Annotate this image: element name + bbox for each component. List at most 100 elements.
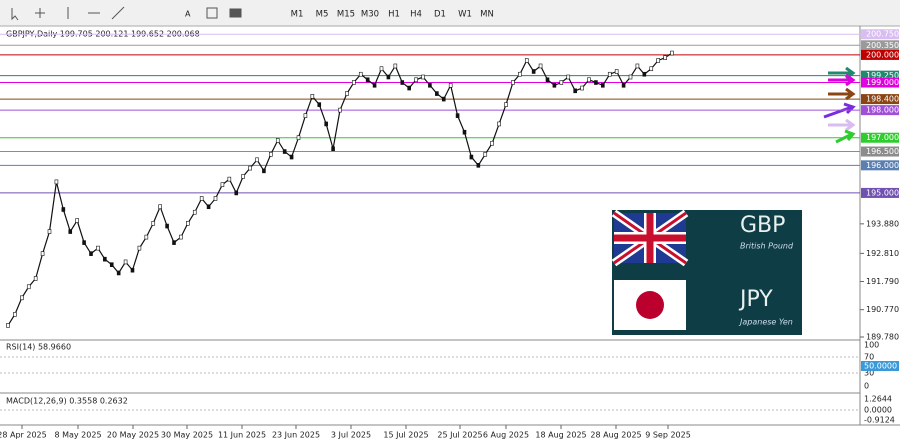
timeframe-button[interactable]: W1	[458, 10, 472, 20]
candle	[365, 77, 370, 83]
candle	[213, 196, 218, 201]
rsi-tick: 0	[864, 382, 869, 391]
candle	[670, 50, 674, 56]
candle	[524, 58, 529, 63]
candle	[20, 295, 24, 301]
candle	[587, 77, 591, 83]
candle	[13, 312, 17, 317]
rsi-tick: 100	[864, 341, 879, 350]
drawing-tools	[11, 6, 242, 21]
text-tool[interactable]: A	[185, 10, 191, 19]
candle	[504, 102, 508, 107]
candle	[552, 82, 557, 88]
candle	[206, 204, 211, 210]
candle	[566, 74, 571, 80]
label-tool[interactable]	[229, 8, 242, 18]
macd-label: MACD(12,26,9) 0.3558 0.2632	[6, 397, 128, 406]
level-tag	[861, 77, 899, 88]
candle	[123, 259, 128, 265]
candle	[26, 284, 31, 290]
rsi-tick: 70	[864, 353, 874, 362]
date-label: 3 Jul 2025	[331, 431, 371, 440]
timeframe-button[interactable]: H4	[410, 10, 422, 20]
candle	[642, 71, 647, 77]
date-label: 11 Jun 2025	[218, 431, 266, 440]
candle	[269, 151, 273, 157]
candle	[248, 165, 252, 171]
rsi-tag	[861, 361, 899, 371]
price-label: 191.790	[866, 277, 899, 286]
timeframe-button[interactable]: M5	[316, 10, 329, 20]
level-label: 200.750	[866, 30, 899, 39]
candle	[635, 63, 640, 69]
candle	[275, 138, 280, 143]
logo-base: GBP	[740, 213, 785, 238]
candle	[594, 80, 598, 85]
candle	[303, 113, 308, 118]
level-label: 199.000	[866, 78, 899, 87]
candle	[400, 80, 405, 85]
timeframe-button[interactable]: H1	[388, 10, 400, 20]
candle	[393, 63, 398, 69]
timeframe-button[interactable]: M1	[291, 10, 304, 20]
timeframe-button[interactable]: M30	[361, 10, 379, 20]
candle	[220, 182, 225, 187]
candle	[372, 82, 377, 88]
candle	[476, 163, 481, 168]
candle	[96, 245, 100, 251]
candle	[33, 276, 38, 281]
timeframe-button[interactable]: M15	[337, 10, 355, 20]
candle	[116, 270, 121, 276]
shape-tool[interactable]	[206, 7, 218, 19]
candle	[282, 149, 287, 154]
candle	[144, 234, 149, 240]
candle	[628, 74, 633, 80]
candle	[130, 267, 135, 273]
crosshair-tool[interactable]	[35, 8, 45, 18]
timeframe-button[interactable]: MN	[480, 10, 494, 20]
macd-tick: 0.0000	[864, 406, 892, 415]
candle	[54, 179, 59, 185]
price-label: 190.770	[866, 305, 899, 314]
arrow	[828, 73, 856, 87]
candle	[663, 55, 667, 60]
candle	[497, 121, 501, 127]
toolbar	[0, 0, 900, 26]
timeframe-button[interactable]: D1	[434, 10, 446, 20]
candle	[82, 240, 86, 245]
price-label: 193.880	[866, 219, 899, 228]
candle	[234, 190, 239, 196]
candle	[545, 77, 550, 83]
candle	[414, 77, 418, 83]
rsi-label: RSI(14) 58.9660	[6, 343, 71, 352]
candle	[352, 80, 356, 85]
level-tag	[861, 132, 899, 143]
candle	[614, 69, 619, 74]
arrow	[828, 118, 856, 132]
candle	[172, 240, 176, 245]
date-label: 6 Aug 2025	[483, 431, 529, 440]
candle	[317, 102, 322, 107]
candle	[324, 121, 328, 127]
candle	[345, 91, 349, 96]
candle	[656, 58, 660, 63]
candle	[580, 85, 584, 91]
cursor-tool[interactable]	[11, 8, 19, 21]
date-label: 18 Aug 2025	[535, 431, 586, 440]
candle	[518, 71, 522, 77]
candle	[621, 82, 626, 88]
candle	[441, 96, 446, 102]
candle	[469, 154, 474, 160]
level-tag	[861, 40, 899, 51]
candle	[75, 218, 79, 223]
trendline-tool[interactable]	[111, 6, 125, 20]
level-tag	[861, 160, 899, 171]
level-label: 196.000	[866, 161, 899, 170]
candle	[531, 69, 536, 74]
logo-quote-name: Japanese Yen	[738, 318, 793, 327]
candle	[386, 74, 391, 80]
date-label: 9 Sep 2025	[645, 431, 691, 440]
macd-tick: 1.2644	[864, 395, 892, 404]
level-tag	[861, 70, 899, 81]
